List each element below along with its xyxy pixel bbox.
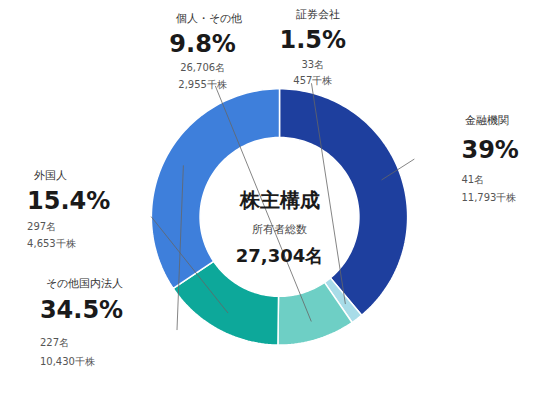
svg-text:その他国内法人: その他国内法人	[46, 277, 123, 290]
svg-text:26,706名: 26,706名	[180, 62, 225, 73]
svg-text:所有者総数: 所有者総数	[252, 223, 307, 236]
svg-text:金融機関: 金融機関	[465, 114, 509, 127]
svg-text:1.5%: 1.5%	[280, 26, 347, 54]
svg-text:個人・その他: 個人・その他	[176, 12, 242, 25]
svg-text:34.5%: 34.5%	[40, 296, 123, 324]
svg-text:15.4%: 15.4%	[27, 187, 110, 215]
svg-text:4,653千株: 4,653千株	[27, 238, 76, 249]
svg-text:11,793千株: 11,793千株	[461, 192, 516, 203]
svg-text:9.8%: 9.8%	[169, 30, 236, 58]
svg-text:41名: 41名	[461, 174, 484, 185]
svg-text:2,955千株: 2,955千株	[178, 79, 227, 90]
svg-text:297名: 297名	[27, 221, 56, 232]
svg-text:27,304名: 27,304名	[236, 245, 323, 266]
svg-text:10,430千株: 10,430千株	[40, 356, 95, 367]
svg-text:株主構成: 株主構成	[239, 188, 320, 212]
svg-text:外国人: 外国人	[34, 169, 67, 182]
svg-text:33名: 33名	[301, 59, 324, 70]
svg-text:39%: 39%	[461, 136, 518, 164]
svg-text:227名: 227名	[40, 337, 69, 348]
svg-text:457千株: 457千株	[293, 75, 332, 86]
svg-text:証券会社: 証券会社	[296, 8, 340, 21]
